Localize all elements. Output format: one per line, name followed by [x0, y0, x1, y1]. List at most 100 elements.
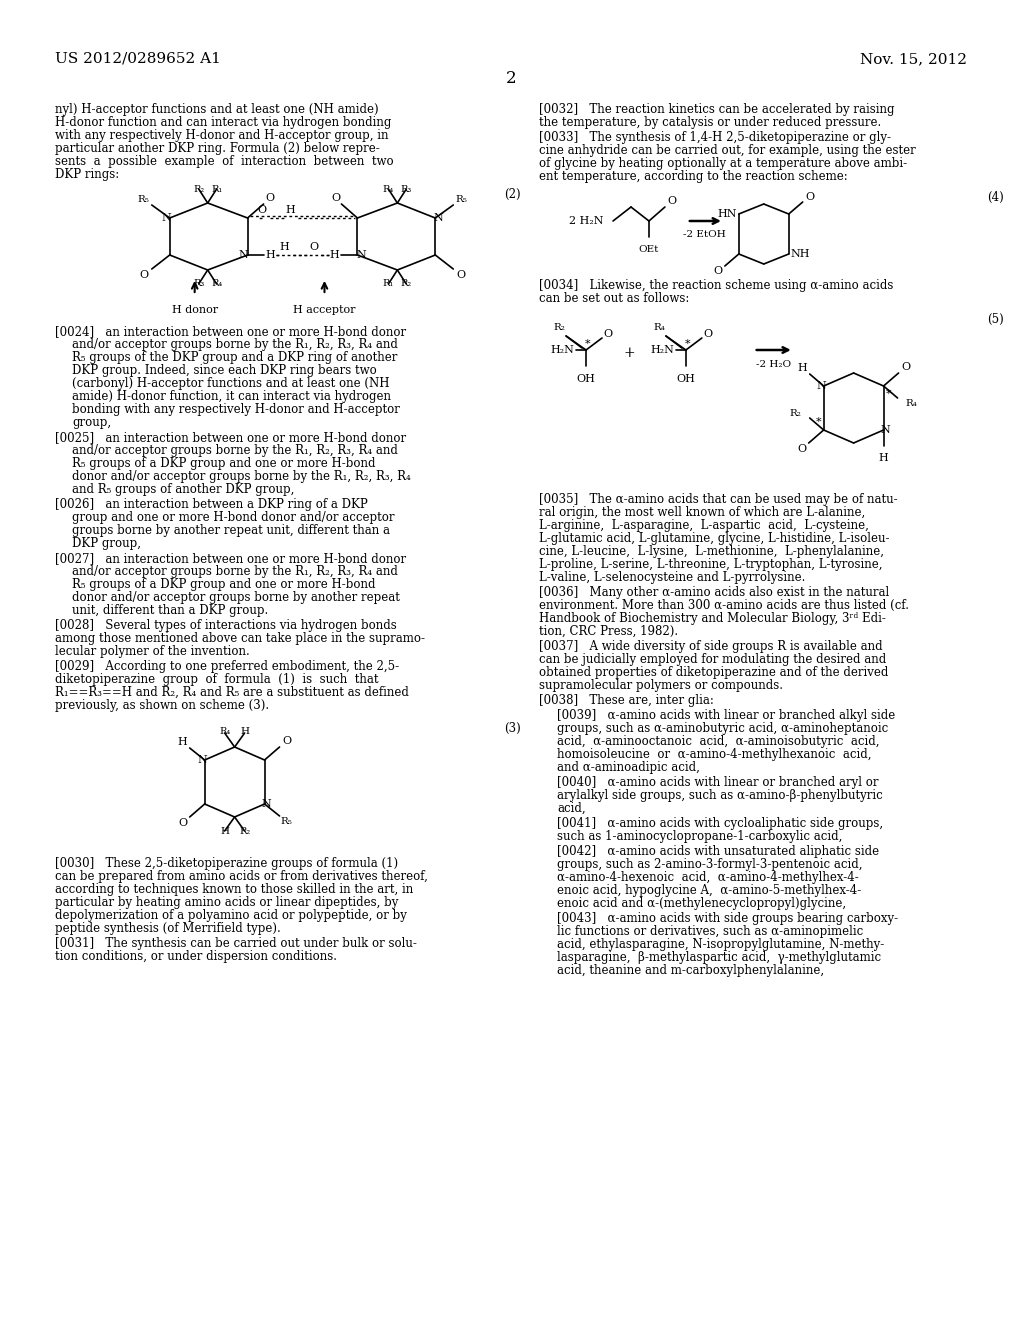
Text: -2 EtOH: -2 EtOH — [683, 230, 726, 239]
Text: nyl) H-acceptor functions and at least one (NH amide): nyl) H-acceptor functions and at least o… — [55, 103, 379, 116]
Text: N: N — [356, 249, 367, 260]
Text: R₄: R₄ — [383, 185, 394, 194]
Text: [0029]   According to one preferred embodiment, the 2,5-: [0029] According to one preferred embodi… — [55, 660, 399, 673]
Text: L-valine, L-selenocysteine and L-pyrrolysine.: L-valine, L-selenocysteine and L-pyrroly… — [539, 572, 806, 583]
Text: (carbonyl) H-acceptor functions and at least one (NH: (carbonyl) H-acceptor functions and at l… — [72, 378, 389, 389]
Text: H: H — [280, 242, 290, 252]
Text: R₂: R₂ — [400, 279, 412, 288]
Text: α-amino-4-hexenoic  acid,  α-amino-4-methylhex-4-: α-amino-4-hexenoic acid, α-amino-4-methy… — [557, 871, 859, 884]
Text: enoic acid, hypoglycine A,  α-amino-5-methylhex-4-: enoic acid, hypoglycine A, α-amino-5-met… — [557, 884, 861, 898]
Text: supramolecular polymers or compounds.: supramolecular polymers or compounds. — [539, 678, 783, 692]
Text: *: * — [816, 417, 821, 426]
Text: and/or acceptor groups borne by the R₁, R₂, R₃, R₄ and: and/or acceptor groups borne by the R₁, … — [72, 338, 397, 351]
Text: R₅: R₅ — [456, 194, 467, 203]
Text: R₄: R₄ — [905, 399, 918, 408]
Text: (2): (2) — [504, 187, 521, 201]
Text: and α-aminoadipic acid,: and α-aminoadipic acid, — [557, 762, 700, 774]
Text: N: N — [198, 755, 208, 766]
Text: DKP group. Indeed, since each DKP ring bears two: DKP group. Indeed, since each DKP ring b… — [72, 364, 377, 378]
Text: H: H — [798, 363, 808, 374]
Text: DKP rings:: DKP rings: — [55, 168, 119, 181]
Text: R₅: R₅ — [138, 194, 150, 203]
Text: *: * — [685, 339, 691, 348]
Text: O: O — [703, 329, 713, 339]
Text: H donor: H donor — [172, 305, 218, 315]
Text: -2 H₂O: -2 H₂O — [756, 360, 792, 370]
Text: [0026]   an interaction between a DKP ring of a DKP: [0026] an interaction between a DKP ring… — [55, 498, 368, 511]
Text: HN: HN — [717, 209, 737, 219]
Text: groups, such as α-aminobutyric acid, α-aminoheptanoic: groups, such as α-aminobutyric acid, α-a… — [557, 722, 889, 735]
Text: lecular polymer of the invention.: lecular polymer of the invention. — [55, 645, 250, 657]
Text: (3): (3) — [504, 722, 521, 735]
Text: particular by heating amino acids or linear dipeptides, by: particular by heating amino acids or lin… — [55, 896, 398, 909]
Text: [0027]   an interaction between one or more H-bond donor: [0027] an interaction between one or mor… — [55, 552, 407, 565]
Text: OH: OH — [577, 374, 596, 384]
Text: H-donor function and can interact via hydrogen bonding: H-donor function and can interact via hy… — [55, 116, 391, 129]
Text: previously, as shown on scheme (3).: previously, as shown on scheme (3). — [55, 700, 269, 711]
Text: H: H — [220, 828, 229, 836]
Text: ent temperature, according to the reaction scheme:: ent temperature, according to the reacti… — [539, 170, 848, 183]
Text: among those mentioned above can take place in the supramo-: among those mentioned above can take pla… — [55, 632, 425, 645]
Text: cine anhydride can be carried out, for example, using the ester: cine anhydride can be carried out, for e… — [539, 144, 915, 157]
Text: H acceptor: H acceptor — [293, 305, 355, 315]
Text: [0034]   Likewise, the reaction scheme using α-amino acids: [0034] Likewise, the reaction scheme usi… — [539, 279, 894, 292]
Text: H₂N: H₂N — [650, 345, 674, 355]
Text: and/or acceptor groups borne by the R₁, R₂, R₃, R₄ and: and/or acceptor groups borne by the R₁, … — [72, 565, 397, 578]
Text: amide) H-donor function, it can interact via hydrogen: amide) H-donor function, it can interact… — [72, 389, 391, 403]
Text: R₅: R₅ — [281, 817, 293, 826]
Text: (5): (5) — [987, 313, 1004, 326]
Text: R₅ groups of the DKP group and a DKP ring of another: R₅ groups of the DKP group and a DKP rin… — [72, 351, 397, 364]
Text: according to techniques known to those skilled in the art, in: according to techniques known to those s… — [55, 883, 413, 896]
Text: N: N — [162, 213, 172, 223]
Text: OEt: OEt — [639, 246, 659, 253]
Text: R₂: R₂ — [790, 408, 802, 417]
Text: with any respectively H-donor and H-acceptor group, in: with any respectively H-donor and H-acce… — [55, 129, 388, 143]
Text: environment. More than 300 α-amino acids are thus listed (cf.: environment. More than 300 α-amino acids… — [539, 599, 909, 612]
Text: peptide synthesis (of Merrifield type).: peptide synthesis (of Merrifield type). — [55, 921, 281, 935]
Text: donor and/or acceptor groups borne by the R₁, R₂, R₃, R₄: donor and/or acceptor groups borne by th… — [72, 470, 411, 483]
Text: R₂: R₂ — [553, 323, 565, 333]
Text: depolymerization of a polyamino acid or polypeptide, or by: depolymerization of a polyamino acid or … — [55, 909, 407, 921]
Text: obtained properties of diketopiperazine and of the derived: obtained properties of diketopiperazine … — [539, 667, 889, 678]
Text: ral origin, the most well known of which are L-alanine,: ral origin, the most well known of which… — [539, 506, 865, 519]
Text: O: O — [603, 329, 612, 339]
Text: Nov. 15, 2012: Nov. 15, 2012 — [860, 51, 968, 66]
Text: [0028]   Several types of interactions via hydrogen bonds: [0028] Several types of interactions via… — [55, 619, 396, 632]
Text: [0030]   These 2,5-diketopiperazine groups of formula (1): [0030] These 2,5-diketopiperazine groups… — [55, 857, 398, 870]
Text: [0040]   α-amino acids with linear or branched aryl or: [0040] α-amino acids with linear or bran… — [557, 776, 879, 789]
Text: H: H — [286, 205, 295, 215]
Text: R₁==R₃==H and R₂, R₄ and R₅ are a substituent as defined: R₁==R₃==H and R₂, R₄ and R₅ are a substi… — [55, 686, 409, 700]
Text: diketopiperazine  group  of  formula  (1)  is  such  that: diketopiperazine group of formula (1) is… — [55, 673, 379, 686]
Text: H₂N: H₂N — [550, 345, 574, 355]
Text: group and one or more H-bond donor and/or acceptor: group and one or more H-bond donor and/o… — [72, 511, 394, 524]
Text: H: H — [879, 453, 889, 463]
Text: the temperature, by catalysis or under reduced pressure.: the temperature, by catalysis or under r… — [539, 116, 882, 129]
Text: N: N — [239, 249, 249, 260]
Text: acid, theanine and m-carboxylphenylalanine,: acid, theanine and m-carboxylphenylalani… — [557, 964, 824, 977]
Text: DKP group,: DKP group, — [72, 537, 141, 550]
Text: O: O — [257, 205, 266, 215]
Text: O: O — [805, 191, 814, 202]
Text: *: * — [886, 389, 891, 399]
Text: [0036]   Many other α-amino acids also exist in the natural: [0036] Many other α-amino acids also exi… — [539, 586, 890, 599]
Text: O: O — [178, 818, 187, 828]
Text: [0035]   The α-amino acids that can be used may be of natu-: [0035] The α-amino acids that can be use… — [539, 492, 898, 506]
Text: can be set out as follows:: can be set out as follows: — [539, 292, 689, 305]
Text: such as 1-aminocyclopropane-1-carboxylic acid,: such as 1-aminocyclopropane-1-carboxylic… — [557, 830, 843, 843]
Text: O: O — [282, 737, 291, 746]
Text: H: H — [178, 737, 187, 747]
Text: L-proline, L-serine, L-threonine, L-tryptophan, L-tyrosine,: L-proline, L-serine, L-threonine, L-tryp… — [539, 558, 883, 572]
Text: R₅ groups of a DKP group and one or more H-bond: R₅ groups of a DKP group and one or more… — [72, 578, 376, 591]
Text: [0041]   α-amino acids with cycloaliphatic side groups,: [0041] α-amino acids with cycloaliphatic… — [557, 817, 884, 830]
Text: unit, different than a DKP group.: unit, different than a DKP group. — [72, 605, 268, 616]
Text: O: O — [797, 444, 806, 454]
Text: O: O — [901, 362, 910, 372]
Text: R₂: R₂ — [194, 185, 204, 194]
Text: can be judicially employed for modulating the desired and: can be judicially employed for modulatin… — [539, 653, 887, 667]
Text: NH: NH — [791, 249, 810, 259]
Text: acid, ethylasparagine, N-isopropylglutamine, N-methy-: acid, ethylasparagine, N-isopropylglutam… — [557, 939, 885, 950]
Text: L-glutamic acid, L-glutamine, glycine, L-histidine, L-isoleu-: L-glutamic acid, L-glutamine, glycine, L… — [539, 532, 890, 545]
Text: donor and/or acceptor groups borne by another repeat: donor and/or acceptor groups borne by an… — [72, 591, 399, 605]
Text: [0037]   A wide diversity of side groups R is available and: [0037] A wide diversity of side groups R… — [539, 640, 883, 653]
Text: H: H — [240, 727, 249, 737]
